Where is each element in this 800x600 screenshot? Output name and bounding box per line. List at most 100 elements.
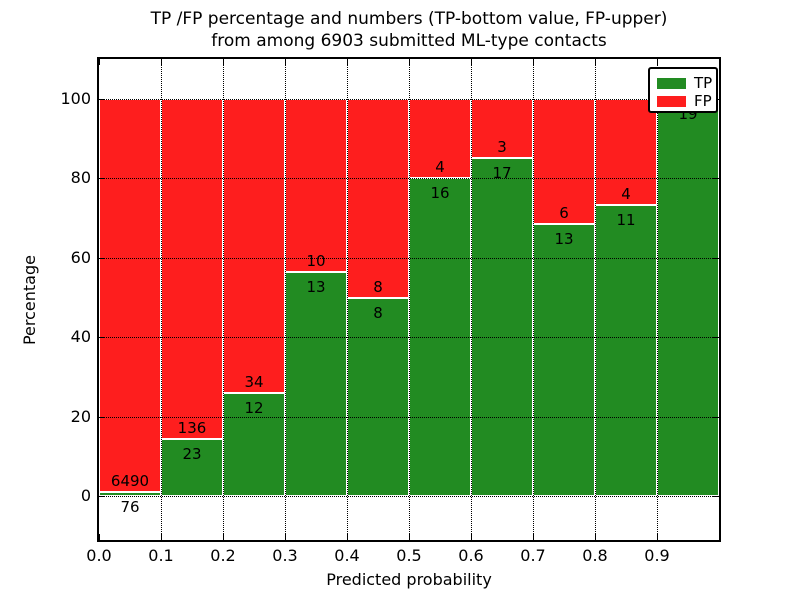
tp-count-label: 17 [492, 164, 512, 183]
x-tick [533, 59, 534, 65]
fp-count-label: 10 [306, 251, 326, 270]
y-tick-label: 0 [80, 486, 91, 506]
x-gridline [347, 59, 348, 540]
fp-count-label: 34 [244, 372, 264, 391]
tp-count-label: 8 [373, 303, 383, 322]
legend-swatch-tp-icon [657, 77, 686, 89]
y-tick [713, 496, 719, 498]
x-gridline [595, 59, 596, 540]
x-gridline [223, 59, 224, 540]
x-tick-label: 0.3 [272, 546, 298, 565]
tp-bar-segment [595, 204, 657, 497]
fp-bar-segment [99, 98, 161, 492]
tp-bar-segment [471, 158, 533, 497]
fp-count-label: 3 [497, 138, 507, 157]
tp-bar-segment [223, 392, 285, 497]
y-tick-label: 20 [70, 406, 91, 426]
legend-label-tp: TP [694, 74, 713, 92]
x-tick [471, 534, 472, 540]
x-tick [161, 534, 162, 540]
x-tick-label: 0.8 [582, 546, 608, 565]
plot-area: 6490 76 136 23 34 12 10 13 8 8 4 16 3 17 6 13 4 11 19 [97, 57, 721, 542]
x-tick [223, 534, 224, 540]
chart-title-line2: from among 6903 submitted ML-type contac… [211, 31, 607, 51]
x-tick [409, 534, 410, 540]
x-gridline [471, 59, 472, 540]
tp-count-label: 76 [120, 497, 140, 516]
x-tick [595, 59, 596, 65]
y-tick [99, 257, 105, 259]
y-tick-label: 100 [60, 88, 91, 108]
y-tick [99, 496, 105, 498]
fp-count-label: 6490 [110, 471, 150, 490]
tp-bar-segment [533, 224, 595, 497]
tp-count-label: 13 [306, 277, 326, 296]
tp-bar-segment [99, 491, 161, 497]
x-tick-label: 0.4 [334, 546, 360, 565]
x-tick [99, 534, 100, 540]
x-gridline [285, 59, 286, 540]
y-tick [99, 416, 105, 418]
x-tick [719, 59, 720, 65]
y-tick-label: 80 [70, 168, 91, 188]
tp-count-label: 12 [244, 398, 264, 417]
x-tick [533, 534, 534, 540]
x-tick-label: 0.9 [644, 546, 670, 565]
legend-label-fp: FP [694, 92, 712, 110]
x-tick-label: 0.5 [396, 546, 422, 565]
fp-count-label: 4 [435, 158, 445, 177]
x-tick-label: 0.1 [148, 546, 174, 565]
tp-count-label: 11 [616, 210, 636, 229]
x-tick [347, 534, 348, 540]
x-tick [99, 59, 100, 65]
x-tick [657, 534, 658, 540]
legend: TP FP [648, 67, 718, 113]
tp-bar-segment [657, 98, 719, 497]
legend-swatch-fp-icon [657, 95, 686, 107]
x-tick [161, 59, 162, 65]
x-gridline [533, 59, 534, 540]
x-tick [285, 59, 286, 65]
x-gridline [161, 59, 162, 540]
x-tick [595, 534, 596, 540]
x-tick [471, 59, 472, 65]
y-tick [99, 98, 105, 100]
x-tick-label: 0.2 [210, 546, 236, 565]
y-tick [99, 337, 105, 339]
fp-bar-segment [223, 98, 285, 393]
y-axis-label: Percentage [20, 255, 39, 346]
x-tick [719, 534, 720, 540]
fp-bar-segment [409, 98, 471, 179]
fp-count-label: 8 [373, 277, 383, 296]
x-tick [657, 59, 658, 65]
tp-count-label: 16 [430, 184, 450, 203]
y-tick [713, 337, 719, 339]
fp-bar-segment [533, 98, 595, 225]
x-tick [223, 59, 224, 65]
x-tick [347, 59, 348, 65]
x-tick [409, 59, 410, 65]
y-tick [713, 257, 719, 259]
x-tick [285, 534, 286, 540]
fp-count-label: 6 [559, 204, 569, 223]
fp-count-label: 136 [177, 418, 207, 437]
fp-count-label: 4 [621, 184, 631, 203]
x-gridline [409, 59, 410, 540]
y-tick-label: 40 [70, 327, 91, 347]
fp-bar-segment [347, 98, 409, 298]
tp-count-label: 23 [182, 444, 202, 463]
tp-count-label: 13 [554, 230, 574, 249]
x-tick-label: 0.6 [458, 546, 484, 565]
legend-item-tp: TP [657, 74, 716, 92]
y-tick [713, 416, 719, 418]
fp-bar-segment [285, 98, 347, 272]
x-gridline [657, 59, 658, 540]
x-tick-label: 0.0 [86, 546, 112, 565]
legend-item-fp: FP [657, 92, 716, 110]
tp-bar-segment [347, 297, 409, 497]
tp-bar-segment [161, 438, 223, 497]
y-tick [99, 178, 105, 180]
chart-title-line1: TP /FP percentage and numbers (TP-bottom… [150, 9, 668, 29]
x-tick-label: 0.7 [520, 546, 546, 565]
